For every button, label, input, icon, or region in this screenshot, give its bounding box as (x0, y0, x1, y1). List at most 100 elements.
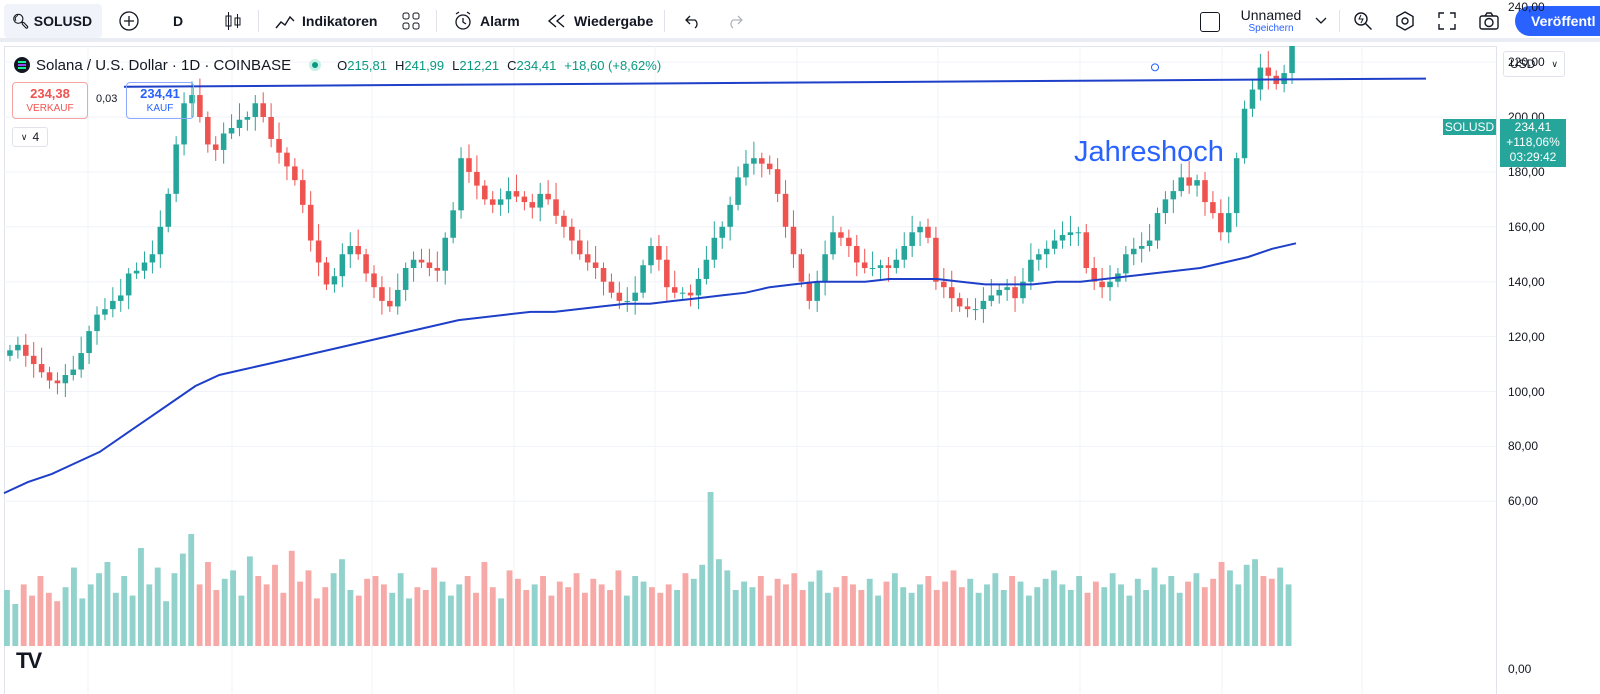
layout-checkbox[interactable] (1200, 12, 1220, 32)
volume-bar (221, 578, 228, 646)
indicators-button[interactable]: Indikatoren (266, 4, 385, 38)
candle-body (197, 95, 203, 117)
candle-body (664, 259, 670, 288)
volume-bar (984, 584, 990, 646)
candle-body (774, 169, 781, 194)
volume-bar (188, 534, 195, 646)
candle-body (1067, 232, 1074, 236)
tradingview-logo[interactable]: TV (16, 648, 42, 673)
annotation-anchor-point (1151, 63, 1159, 72)
volume-bar (414, 587, 421, 646)
quick-search-icon[interactable] (1350, 8, 1376, 34)
volume-bar (824, 592, 831, 646)
candle-body (54, 380, 61, 384)
redo-icon[interactable] (722, 8, 748, 34)
volume-bar (573, 573, 580, 646)
volume-bar (464, 576, 471, 646)
volume-bar (816, 570, 823, 646)
settings-icon[interactable] (1392, 8, 1418, 34)
volume-bar (858, 590, 865, 646)
symbol-price-tag: SOLUSD (1443, 119, 1496, 135)
replay-button[interactable]: Wiedergabe (538, 4, 661, 38)
symbol-search-button[interactable]: 🔍︎ SOLUSD (4, 4, 102, 38)
volume-bar (62, 587, 69, 646)
volume-bar (598, 584, 605, 646)
fullscreen-icon[interactable] (1434, 8, 1460, 34)
candle-body (592, 262, 599, 268)
candle-body (355, 246, 361, 255)
volume-bar (707, 492, 714, 646)
volume-bar (1118, 584, 1124, 646)
interval-button[interactable]: D (165, 4, 191, 38)
candle-body (228, 127, 235, 134)
candle-body (1170, 191, 1177, 200)
candle-body (648, 246, 654, 266)
volume-bar (514, 578, 521, 646)
chevron-down-icon: ∨ (1551, 58, 1558, 69)
candle-body (600, 267, 607, 282)
symbol-title[interactable]: Solana / U.S. Dollar · 1D · COINBASE (36, 56, 292, 74)
last-price: 234,41 (1514, 120, 1552, 134)
volume-bar (908, 592, 915, 646)
volume-bar (958, 587, 965, 646)
currency-select[interactable]: USD ∨ (1503, 51, 1565, 77)
volume-bar (774, 578, 781, 646)
candle-body (1210, 202, 1216, 214)
layout-name-button[interactable]: Unnamed Speichern (1236, 7, 1306, 34)
chevron-down-icon: ∨ (20, 131, 28, 142)
chart-pane[interactable] (4, 46, 1530, 694)
volume-bar (925, 576, 932, 646)
buy-label: KAUF (146, 103, 174, 114)
price-axis-label: 100,00 (1508, 384, 1545, 399)
undo-icon[interactable] (680, 8, 706, 34)
alarm-clock-icon (455, 11, 471, 30)
volume-bar (975, 592, 982, 646)
volume-bar (439, 581, 446, 646)
candle-body (1083, 232, 1090, 268)
spread-value: 0,03 (96, 93, 118, 105)
chart-legend: Solana / U.S. Dollar · 1D · COINBASE O21… (14, 56, 661, 74)
volume-bar (933, 590, 940, 646)
camera-icon[interactable] (1476, 8, 1502, 34)
close-label: C (507, 57, 517, 73)
open-value: 215,81 (347, 57, 387, 73)
volume-bar (1051, 570, 1057, 646)
candle-type-icon[interactable] (220, 8, 246, 34)
price-axis-label: 160,00 (1508, 219, 1545, 234)
candle-body (766, 163, 773, 170)
buy-button[interactable]: 234,41 KAUF (126, 82, 194, 119)
annotation-text[interactable]: Jahreshoch (1074, 136, 1224, 168)
volume-bar (280, 592, 287, 646)
volume-bar (607, 590, 613, 646)
indicators-toggle[interactable]: ∨ 4 (12, 127, 48, 147)
publish-button[interactable]: Veröffentl (1515, 6, 1600, 36)
candle-body (292, 166, 298, 181)
candle-body (23, 344, 29, 356)
volume-bar (347, 590, 354, 646)
templates-icon[interactable] (398, 8, 424, 34)
volume-bar (1151, 567, 1158, 646)
candle-body (379, 287, 385, 301)
sell-button[interactable]: 234,38 VERKAUF (12, 82, 88, 119)
volume-bar (37, 576, 44, 646)
add-symbol-icon[interactable] (116, 8, 142, 34)
candle-body (537, 193, 543, 208)
volume-bar (891, 573, 898, 646)
candle-body (347, 246, 354, 255)
candle-body (474, 171, 480, 186)
last-change: +118,06% (1506, 135, 1560, 149)
volume-bar (757, 576, 764, 646)
candlestick-chart[interactable] (0, 46, 1496, 694)
volume-bar (1067, 590, 1074, 646)
volume-bar (665, 584, 672, 646)
volume-bar (205, 562, 211, 646)
volume-bar (79, 598, 86, 646)
volume-bar (556, 581, 563, 646)
volume-bar (154, 567, 161, 646)
alarm-button[interactable]: Alarm (444, 4, 528, 38)
chevron-down-icon[interactable] (1308, 8, 1334, 34)
candle-body (410, 259, 417, 268)
volume-bar (1134, 578, 1141, 646)
volume-bar (1126, 595, 1133, 646)
alarm-label: Alarm (480, 13, 520, 29)
